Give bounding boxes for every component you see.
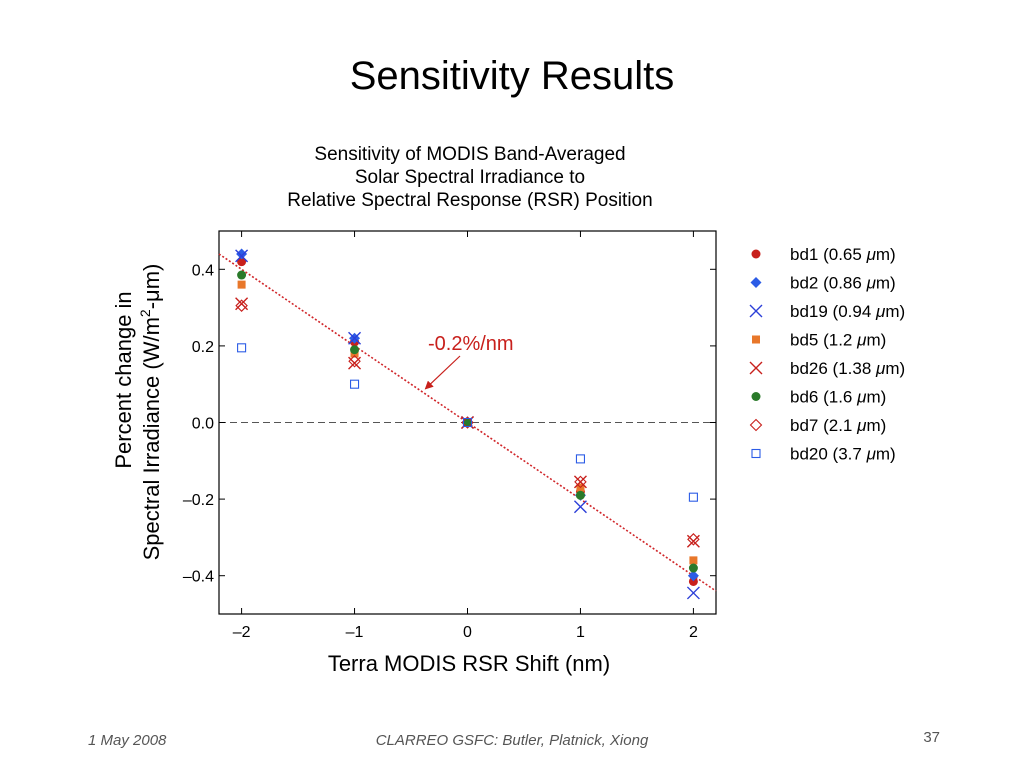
legend: bd1 (0.65 μm) bd2 (0.86 μm) bd19 (0.94 μm)… [749, 245, 905, 464]
data-point [348, 331, 362, 345]
x-tick-label: –1 [346, 624, 364, 641]
chart-title: Sensitivity of MODIS Band-Averaged Solar… [200, 143, 740, 212]
series-6 [237, 270, 698, 573]
y-axis-label-line2-part-b: -μm) [139, 264, 164, 310]
series-2 [236, 248, 699, 582]
legend-label: bd20 (3.7 μm) [790, 445, 896, 464]
data-point [687, 533, 700, 546]
legend-marker [749, 418, 763, 432]
legend-label: bd2 (0.86 μm) [790, 274, 896, 293]
y-tick-label: 0.4 [192, 262, 214, 279]
data-point [236, 248, 248, 260]
footer-credit: CLARREO GSFC: Butler, Platnick, Xiong [375, 732, 649, 749]
annotation-text: -0.2%/nm [428, 333, 514, 355]
x-tick-label: 1 [576, 624, 585, 641]
legend-marker [749, 304, 763, 318]
data-point [462, 417, 473, 428]
y-tick-label: 0.2 [192, 339, 214, 356]
y-axis-label-line1: Percent change in [111, 291, 136, 468]
annotation-arrow [424, 355, 461, 390]
legend-label: bd19 (0.94 μm) [790, 302, 905, 321]
chart-title-line: Sensitivity of MODIS Band-Averaged [314, 144, 626, 165]
legend-marker [749, 361, 763, 375]
data-point [463, 418, 472, 427]
legend-label: bd5 (1.2 μm) [790, 331, 886, 350]
legend-label: bd26 (1.38 μm) [790, 359, 905, 378]
legend-label: bd1 (0.65 μm) [790, 245, 896, 264]
y-axis-label-2: Spectral Irradiance (W/m2-μm) [137, 264, 164, 561]
data-point [687, 570, 699, 582]
data-point [573, 475, 587, 489]
data-point [573, 500, 587, 514]
data-point [350, 345, 360, 355]
data-point [237, 257, 247, 267]
legend-marker [752, 335, 760, 344]
data-point [686, 586, 700, 600]
y-axis-label-superscript: 2 [137, 309, 153, 317]
series-8 [237, 343, 698, 502]
x-axis-label: Terra MODIS RSR Shift (nm) [328, 651, 610, 676]
data-point [689, 556, 698, 565]
x-tick-label: 2 [689, 624, 698, 641]
data-point [235, 249, 249, 263]
x-tick-label: 0 [463, 624, 472, 641]
y-axis-label-line2-part-a: Spectral Irradiance (W/m [139, 317, 164, 560]
data-point [574, 475, 587, 489]
data-point [688, 576, 698, 586]
data-point [348, 354, 361, 368]
legend-marker [751, 392, 761, 401]
data-point [237, 280, 246, 289]
y-axis-label: Percent change in [111, 291, 136, 468]
y-tick-label: –0.4 [183, 569, 214, 586]
data-point [575, 454, 586, 464]
legend-marker [751, 249, 761, 259]
y-tick-label: 0.0 [192, 416, 214, 433]
x-tick-label: –2 [233, 624, 251, 641]
chart-title-line: Relative Spectral Response (RSR) Positio… [287, 190, 653, 211]
data-point [688, 563, 698, 573]
chart-title-line: Solar Spectral Irradiance to [354, 167, 586, 188]
slide-title: Sensitivity Results [349, 54, 675, 98]
data-point [688, 492, 698, 502]
data-point [349, 379, 360, 389]
data-point [237, 343, 247, 353]
legend-label: bd6 (1.6 μm) [790, 388, 886, 407]
y-axis-label-line2: Spectral Irradiance (W/m2-μm) [137, 264, 164, 561]
data-point [237, 270, 247, 280]
legend-marker [750, 277, 762, 288]
y-tick-label: –0.2 [183, 492, 214, 509]
footer-date: 1 May 2008 [88, 732, 167, 749]
legend-label: bd7 (2.1 μm) [790, 416, 886, 435]
legend-marker [751, 448, 761, 459]
page-number: 37 [923, 729, 940, 746]
data-point [575, 490, 585, 500]
data-point [235, 299, 248, 312]
